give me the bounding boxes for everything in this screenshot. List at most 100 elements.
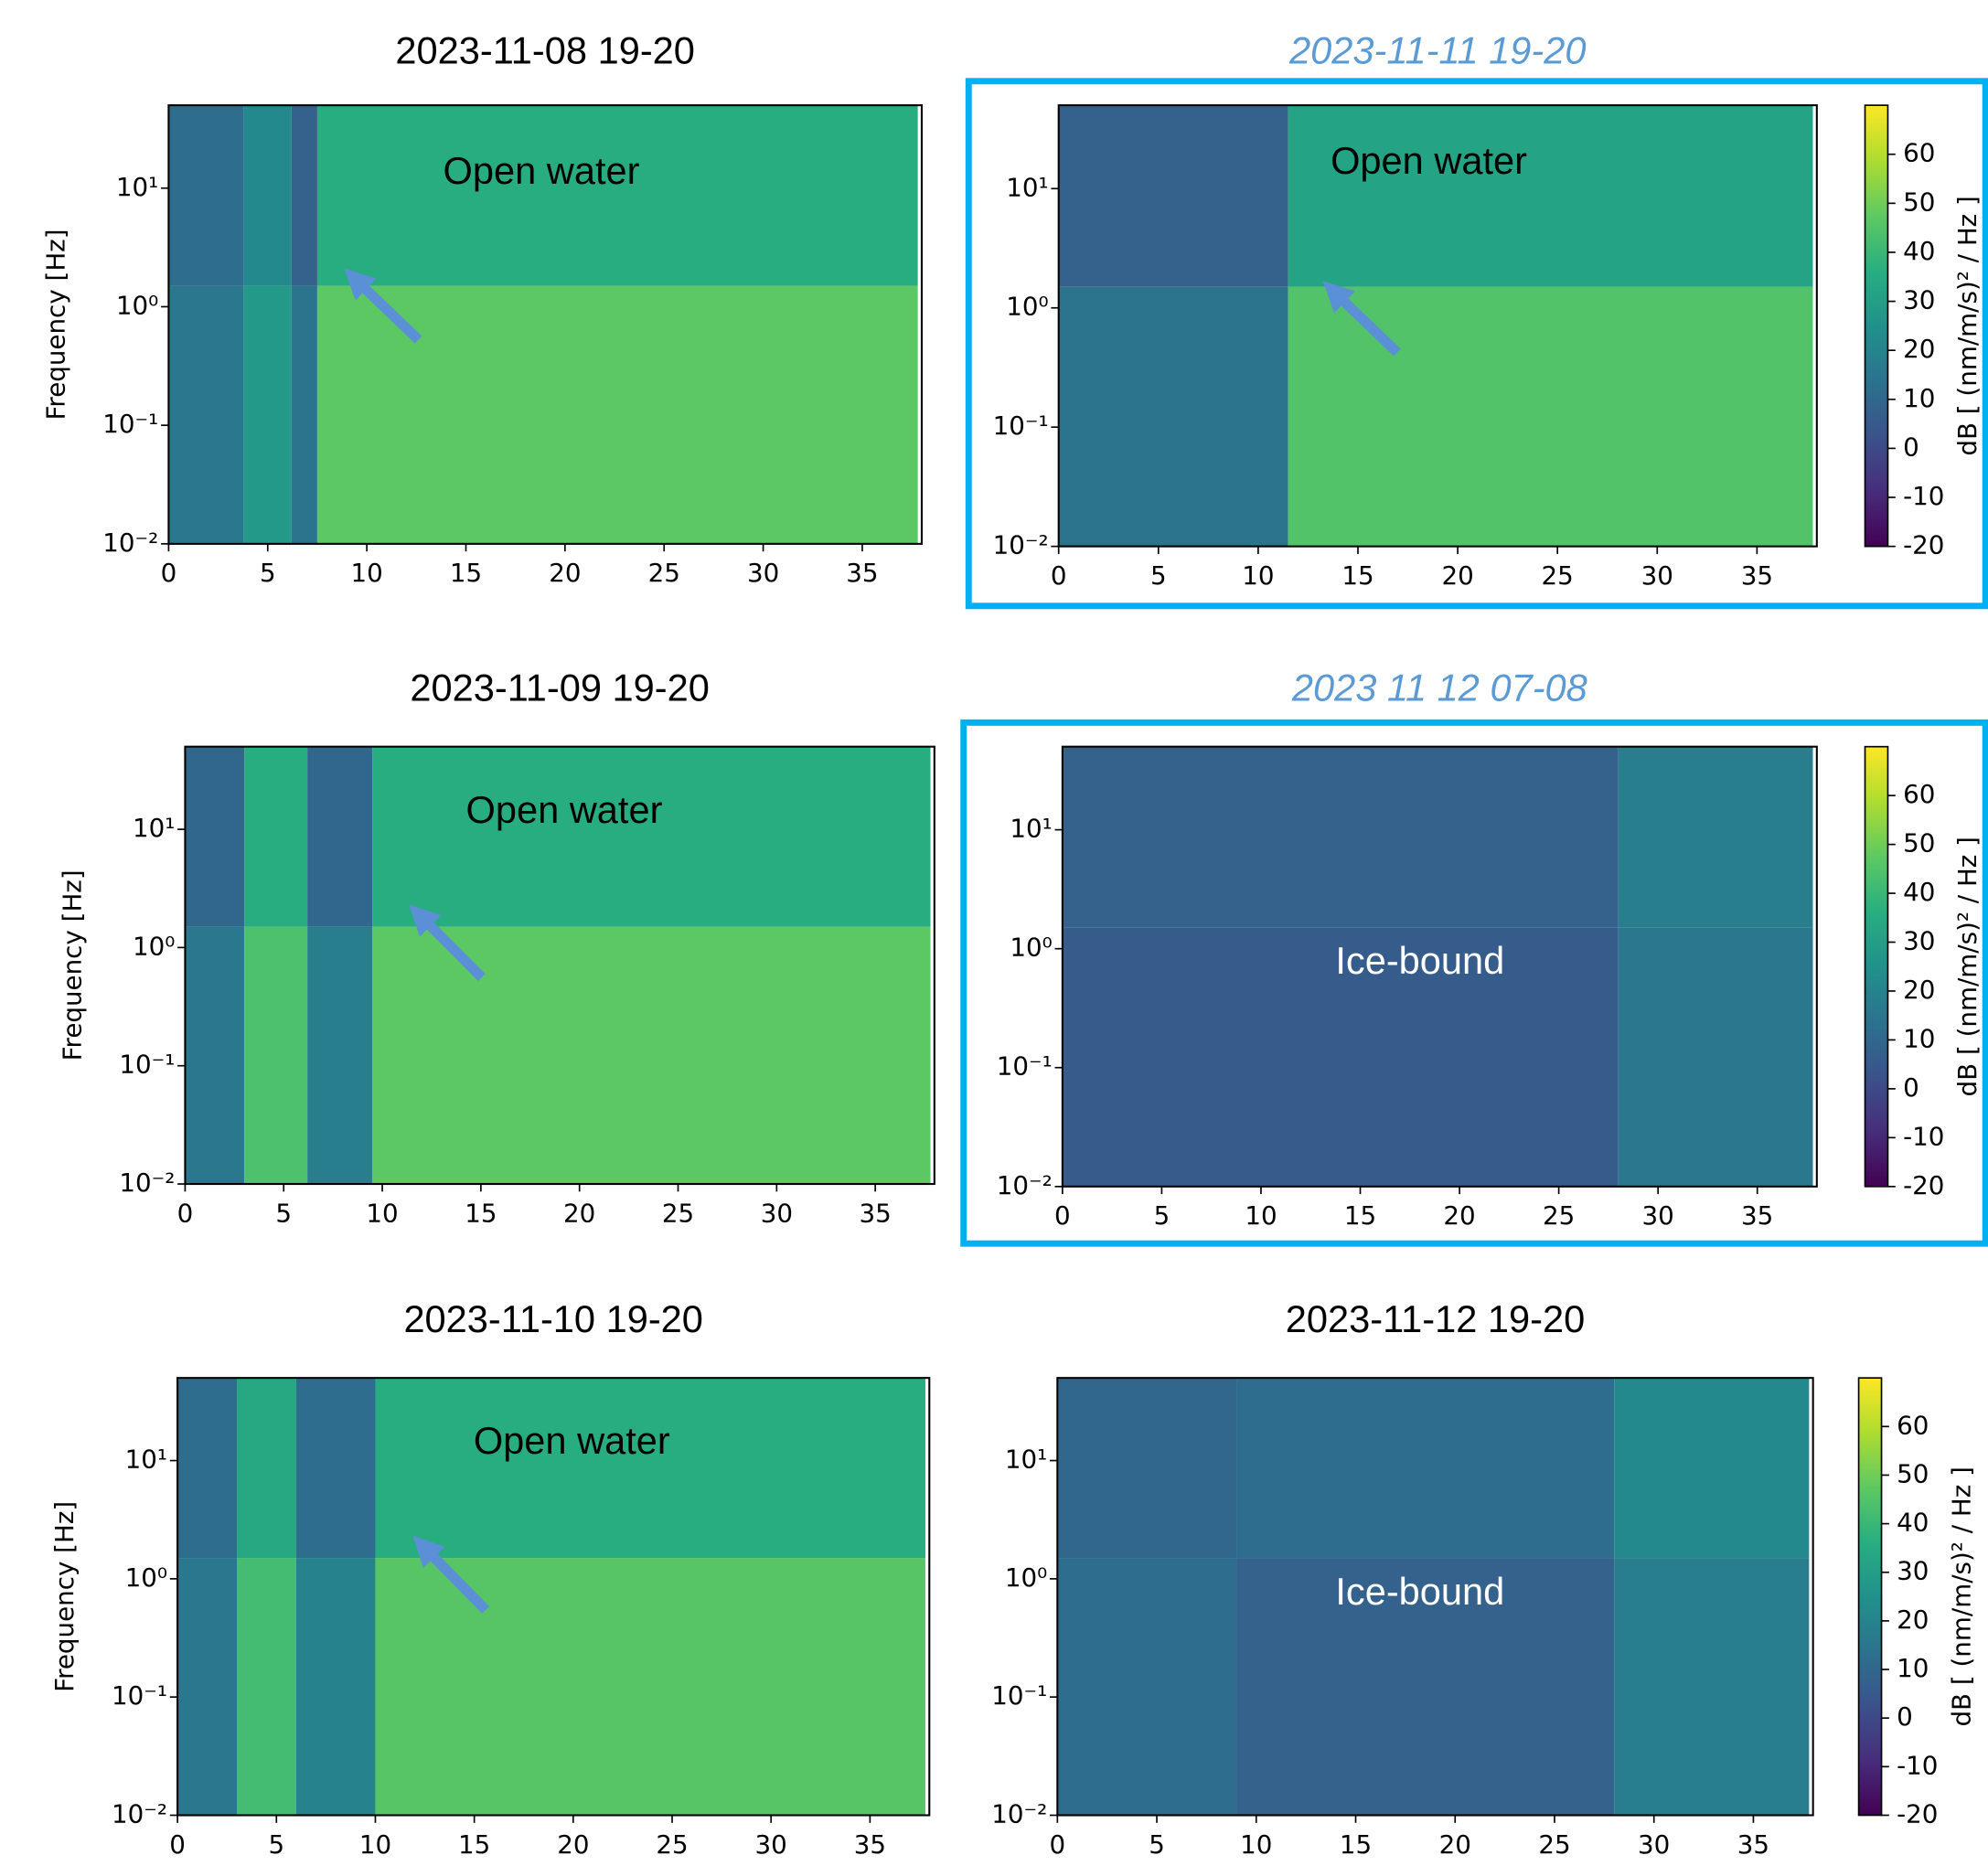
x-tick-label: 30 xyxy=(755,1829,787,1860)
y-tick-label: 10¹ xyxy=(1005,1445,1047,1475)
y-tick-label: 10⁻¹ xyxy=(993,411,1049,441)
y-tick-label: 10⁰ xyxy=(1005,1562,1047,1593)
heatmap-cell xyxy=(1618,746,1813,928)
x-tick-label: 0 xyxy=(1050,1829,1066,1860)
x-tick-label: 20 xyxy=(1441,560,1473,591)
colorbar-tick-label: 40 xyxy=(1903,877,1935,907)
y-axis-label: Frequency [Hz] xyxy=(40,229,70,420)
x-tick-label: 5 xyxy=(268,1829,284,1860)
y-tick-label: 10⁻² xyxy=(991,1798,1047,1829)
heatmap-cell xyxy=(244,746,308,927)
x-tick-label: 0 xyxy=(169,1829,186,1860)
x-tick-label: 30 xyxy=(1642,1200,1674,1231)
heatmap-cell xyxy=(316,105,918,286)
x-tick-label: 10 xyxy=(350,558,382,588)
heatmap-cell xyxy=(316,285,918,544)
x-tick-label: 30 xyxy=(1641,560,1673,591)
x-tick-label: 30 xyxy=(1638,1829,1670,1860)
panel-title: 2023-11-12 19-20 xyxy=(1286,1297,1586,1340)
y-tick-label: 10⁰ xyxy=(125,1562,167,1593)
heatmap-cell xyxy=(375,1378,925,1559)
colorbar-tick-label: 10 xyxy=(1903,1023,1935,1053)
heatmap-cell xyxy=(1236,1378,1615,1559)
panel-title: 2023 11 12 07-08 xyxy=(1291,666,1587,709)
heatmap-cell xyxy=(1058,105,1288,287)
colorbar-tick-label: -20 xyxy=(1903,1170,1944,1200)
y-tick-label: 10⁰ xyxy=(1006,292,1048,322)
axes-frame xyxy=(184,745,935,1186)
colorbar xyxy=(1864,104,1889,548)
annotation-arrow xyxy=(412,1535,489,1614)
panel-title: 2023-11-10 19-20 xyxy=(403,1297,702,1340)
heatmap-cell xyxy=(291,105,317,286)
x-tick-label: 5 xyxy=(1154,1200,1170,1231)
heatmap-cell xyxy=(168,285,244,544)
x-tick-label: 25 xyxy=(1542,560,1574,591)
y-tick-label: 10⁻¹ xyxy=(997,1051,1053,1082)
y-tick-label: 10¹ xyxy=(133,813,175,843)
heatmap-cell xyxy=(307,746,373,927)
colorbar-tick-label: 20 xyxy=(1897,1605,1929,1635)
heatmap-cell xyxy=(244,926,308,1185)
heatmap-cell xyxy=(1058,286,1288,547)
axes-frame xyxy=(176,1377,931,1817)
x-tick-label: 5 xyxy=(1150,560,1167,591)
heatmap-cell xyxy=(1062,746,1619,928)
x-tick-label: 20 xyxy=(1439,1829,1471,1860)
x-tick-label: 35 xyxy=(854,1829,886,1860)
heatmap-cell xyxy=(1614,1378,1810,1559)
heatmap-cell xyxy=(177,1378,238,1559)
highlight-box xyxy=(965,78,1988,610)
y-tick-label: 10¹ xyxy=(125,1445,167,1475)
x-tick-label: 15 xyxy=(465,1198,497,1228)
x-tick-label: 25 xyxy=(662,1198,694,1228)
colorbar-tick-label: -10 xyxy=(1903,481,1944,511)
x-tick-label: 10 xyxy=(1240,1829,1272,1860)
heatmap-cell xyxy=(243,105,292,286)
annotation-arrow xyxy=(1322,281,1401,357)
y-tick-label: 10¹ xyxy=(1010,814,1052,844)
x-tick-label: 20 xyxy=(549,558,581,588)
colorbar xyxy=(1857,1377,1883,1817)
heatmap-cell xyxy=(243,285,292,544)
colorbar-label: dB [ (nm/m/s)² / Hz ] xyxy=(1946,1466,1976,1726)
heatmap-cell xyxy=(168,105,244,286)
colorbar-tick-label: -10 xyxy=(1903,1121,1944,1151)
colorbar-tick-label: -20 xyxy=(1903,530,1944,560)
y-tick-label: 10⁻² xyxy=(997,1170,1053,1200)
annotation: Open water xyxy=(444,149,640,192)
x-tick-label: 5 xyxy=(260,558,276,588)
heatmap-cell xyxy=(1062,927,1619,1187)
y-tick-label: 10¹ xyxy=(116,172,158,202)
y-tick-label: 10⁰ xyxy=(133,931,175,961)
annotation: Ice-bound xyxy=(1335,939,1504,982)
panel-title: 2023-11-11 19-20 xyxy=(1288,28,1586,71)
heatmap-cell xyxy=(1614,1558,1810,1816)
axes-frame xyxy=(1061,745,1818,1188)
y-tick-label: 10⁻¹ xyxy=(102,409,158,439)
colorbar-tick-label: 30 xyxy=(1903,285,1935,315)
y-axis-label: Frequency [Hz] xyxy=(57,869,87,1061)
heatmap-cell xyxy=(1236,1558,1615,1816)
colorbar-tick-label: 0 xyxy=(1897,1701,1913,1732)
y-tick-label: 10⁰ xyxy=(1010,933,1052,963)
x-tick-label: 15 xyxy=(1341,560,1373,591)
x-tick-label: 35 xyxy=(1741,560,1773,591)
x-tick-label: 10 xyxy=(366,1198,398,1228)
heatmap-cell xyxy=(1057,1378,1237,1559)
colorbar-tick-label: 10 xyxy=(1897,1653,1929,1683)
colorbar-tick-label: 50 xyxy=(1903,828,1935,858)
colorbar-tick-label: 50 xyxy=(1903,187,1935,217)
x-tick-label: 10 xyxy=(359,1829,391,1860)
colorbar-tick-label: 20 xyxy=(1903,975,1935,1005)
annotation-arrow xyxy=(344,268,422,344)
colorbar-label: dB [ (nm/m/s)² / Hz ] xyxy=(1952,196,1983,455)
x-tick-label: 35 xyxy=(846,558,878,588)
heatmap-cell xyxy=(291,285,317,544)
colorbar-tick-label: 40 xyxy=(1903,236,1935,266)
x-tick-label: 5 xyxy=(1149,1829,1165,1860)
annotation: Open water xyxy=(466,788,663,831)
colorbar-tick-label: 30 xyxy=(1897,1556,1929,1586)
annotation: Ice-bound xyxy=(1335,1570,1504,1613)
colorbar-tick-label: 0 xyxy=(1903,1072,1919,1103)
